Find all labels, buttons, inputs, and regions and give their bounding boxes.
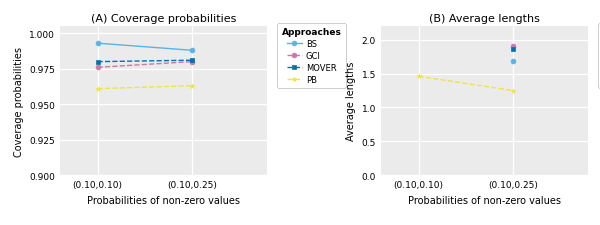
Title: (A) Coverage probabilities: (A) Coverage probabilities xyxy=(91,14,236,23)
X-axis label: Probabilities of non-zero values: Probabilities of non-zero values xyxy=(408,195,561,205)
X-axis label: Probabilities of non-zero values: Probabilities of non-zero values xyxy=(87,195,240,205)
Legend: BS, GCI, MOVER, PB: BS, GCI, MOVER, PB xyxy=(598,24,600,89)
Y-axis label: Average lengths: Average lengths xyxy=(346,62,356,141)
Legend: BS, GCI, MOVER, PB: BS, GCI, MOVER, PB xyxy=(277,24,346,89)
Title: (B) Average lengths: (B) Average lengths xyxy=(429,14,540,23)
Y-axis label: Coverage probabilities: Coverage probabilities xyxy=(14,47,24,156)
